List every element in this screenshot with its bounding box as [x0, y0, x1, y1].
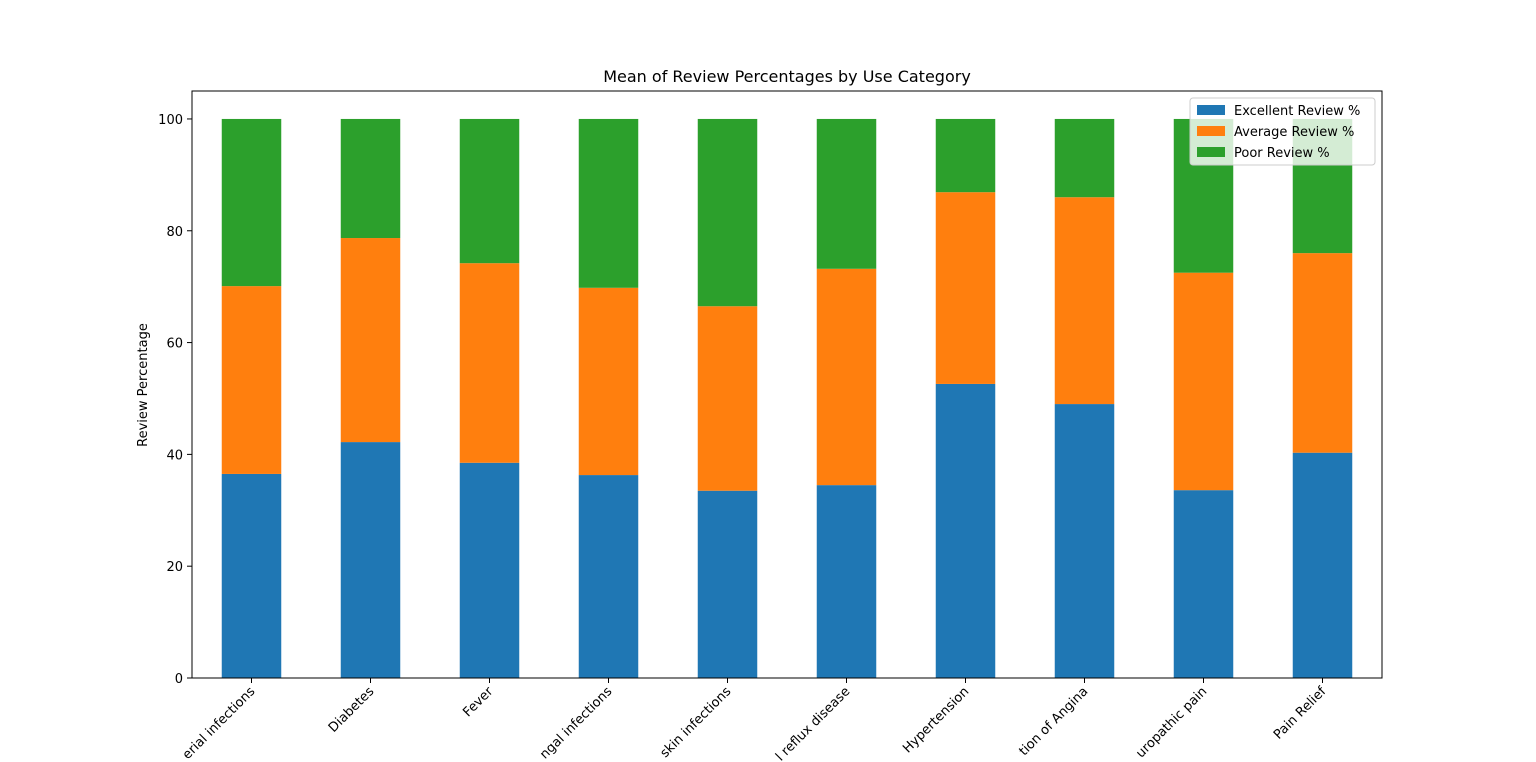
- x-tick-label: erial infections: [180, 684, 259, 762]
- bar-segment: [221, 286, 282, 474]
- bar-segment: [816, 118, 877, 269]
- legend-swatch: [1197, 126, 1225, 136]
- bar-segment: [221, 473, 282, 678]
- bar-segment: [340, 118, 401, 239]
- bar-segment: [697, 118, 758, 307]
- y-tick-label: 80: [166, 225, 183, 240]
- x-tick-label: Hypertension: [900, 684, 972, 756]
- y-tick-label: 0: [175, 672, 183, 687]
- bar-segment: [578, 475, 639, 678]
- bar-segment: [1292, 253, 1353, 453]
- legend-label: Excellent Review %: [1234, 104, 1360, 119]
- bar-segment: [1054, 404, 1115, 678]
- y-tick-label: 40: [166, 448, 183, 463]
- x-tick-label: uropathic pain: [1133, 684, 1210, 761]
- legend-box: [1189, 97, 1376, 166]
- y-tick-label: 60: [166, 337, 183, 352]
- y-tick-label: 100: [158, 113, 183, 128]
- x-tick-label: tion of Angina: [1016, 684, 1091, 759]
- x-tick-label: skin infections: [658, 684, 735, 761]
- y-axis-label: Review Percentage: [136, 323, 151, 447]
- legend-label: Poor Review %: [1234, 146, 1330, 161]
- bar-segment: [816, 485, 877, 678]
- bar-segment: [935, 118, 996, 193]
- x-tick-label: ngal infections: [537, 684, 615, 762]
- x-tick-label: Pain Relief: [1271, 684, 1330, 743]
- x-tick-label: Diabetes: [326, 684, 378, 736]
- bar-segment: [935, 383, 996, 678]
- bar-segment: [459, 118, 520, 264]
- bar-segment: [578, 287, 639, 476]
- legend-swatch: [1197, 105, 1225, 115]
- bar-segment: [1054, 118, 1115, 198]
- x-tick-label: l reflux disease: [773, 684, 853, 762]
- bar-segment: [816, 268, 877, 486]
- x-tick-label: Fever: [460, 684, 496, 720]
- bar-segment: [459, 263, 520, 463]
- bar-segment: [935, 192, 996, 384]
- bar-segment: [697, 306, 758, 491]
- bar-segment: [459, 462, 520, 678]
- bar-segment: [1173, 490, 1234, 678]
- legend-swatch: [1197, 147, 1225, 157]
- bar-segment: [1292, 452, 1353, 678]
- chart-title: Mean of Review Percentages by Use Catego…: [603, 67, 971, 86]
- bar-segment: [221, 118, 282, 287]
- bar-segment: [1173, 272, 1234, 491]
- bar-segment: [697, 490, 758, 678]
- plot-frame: [191, 90, 1383, 679]
- bar-segment: [578, 118, 639, 288]
- bar-segment: [340, 442, 401, 678]
- y-tick-label: 20: [166, 560, 183, 575]
- bar-segment: [340, 238, 401, 443]
- bar-segment: [1054, 197, 1115, 405]
- legend-label: Average Review %: [1234, 125, 1354, 140]
